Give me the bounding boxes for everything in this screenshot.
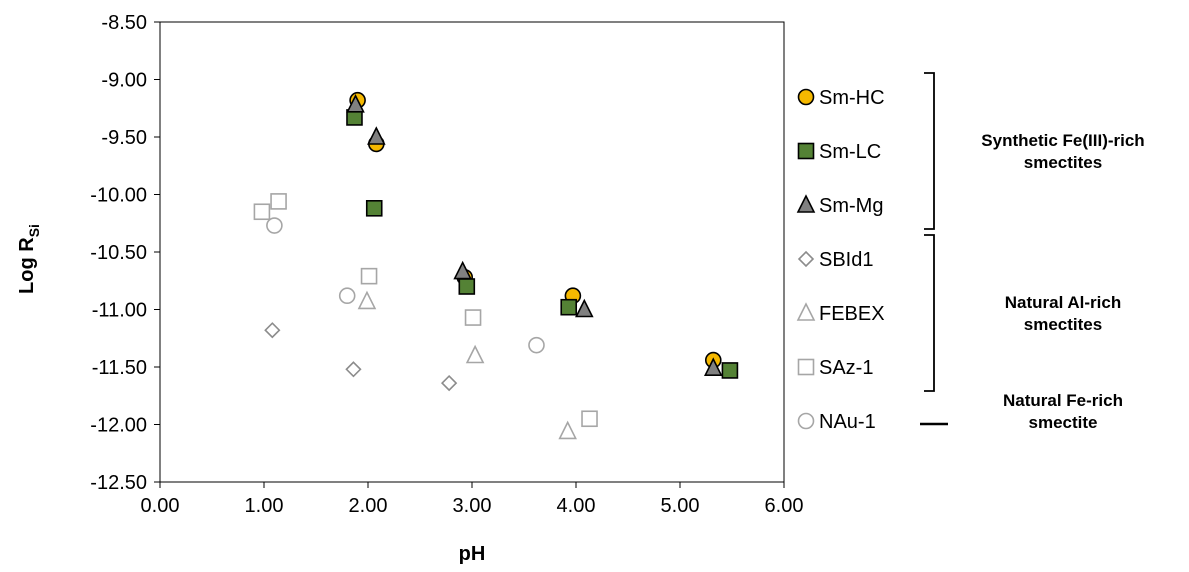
- group-bracket: [924, 234, 935, 392]
- y-tick-label: -12.50: [90, 472, 147, 494]
- point-sbid1: [345, 361, 362, 378]
- x-tick-label: 5.00: [661, 495, 700, 517]
- point-febex: [357, 290, 377, 310]
- legend-label-sbid1: SBId1: [819, 249, 873, 271]
- point-sbid1: [440, 374, 458, 392]
- point-nau-1: [528, 336, 545, 354]
- point-nau-1: [266, 217, 283, 234]
- group-label-line: smectites: [1024, 315, 1102, 334]
- point-nau-1: [338, 287, 356, 305]
- y-tick-label: -11.50: [92, 357, 147, 379]
- y-tick-label: -9.50: [101, 127, 147, 149]
- legend-marker-sm-lc: [797, 142, 815, 160]
- point-sm-lc: [458, 278, 476, 295]
- legend-label-sm-lc: Sm-LC: [819, 141, 881, 163]
- y-tick-label: -10.00: [90, 185, 147, 207]
- x-tick-label: 0.00: [141, 495, 180, 517]
- y-axis-title-main: Log R: [16, 237, 38, 294]
- point-sm-mg: [703, 357, 723, 376]
- point-sm-mg: [367, 126, 386, 145]
- data-points: [253, 91, 739, 440]
- y-tick-label: -11.00: [92, 300, 147, 322]
- point-sm-lc: [560, 298, 578, 316]
- legend-label-sm-hc: Sm-HC: [819, 87, 885, 109]
- point-sm-mg: [575, 298, 594, 318]
- legend-marker-sm-mg: [796, 194, 816, 213]
- point-saz-1: [581, 410, 598, 428]
- y-tick-label: -8.50: [101, 12, 147, 34]
- y-axis-title: Log RSi: [16, 224, 42, 294]
- group-label-line: Natural Al-rich: [1005, 293, 1122, 312]
- x-tick-label: 2.00: [349, 495, 388, 517]
- legend-marker-sbid1: [797, 250, 815, 268]
- legend-label-febex: FEBEX: [819, 303, 885, 325]
- plot-frame: [159, 21, 785, 483]
- point-sbid1: [264, 322, 281, 339]
- legend-label-sm-mg: Sm-Mg: [819, 195, 883, 217]
- point-febex: [465, 344, 485, 364]
- y-tick-label: -12.00: [90, 415, 147, 437]
- point-sm-lc: [721, 362, 739, 379]
- x-tick-label: 1.00: [245, 495, 284, 517]
- point-sm-mg: [346, 94, 365, 113]
- group-bracket: [924, 72, 935, 230]
- legend-marker-nau-1: [797, 412, 815, 430]
- y-axis-title-subscript: Si: [26, 224, 42, 237]
- x-tick-label: 3.00: [453, 495, 492, 517]
- legend-marker-sm-hc: [797, 88, 815, 106]
- group-label-line: Natural Fe-rich: [1003, 391, 1123, 410]
- legend-marker-saz-1: [797, 358, 815, 376]
- legend-label-nau-1: NAu-1: [819, 411, 876, 433]
- point-saz-1: [464, 309, 482, 326]
- legend: Sm-HC Sm-LC Sm-Mg SBId1 FEBEX SAz-1 NAu-1: [796, 87, 885, 433]
- point-saz-1: [253, 203, 271, 221]
- legend-marker-febex: [796, 302, 816, 321]
- y-tick-label: -10.50: [90, 242, 147, 264]
- point-saz-1: [270, 193, 287, 210]
- x-tick-label: 4.00: [557, 495, 596, 517]
- plot-area: [159, 21, 785, 483]
- x-axis-title: pH: [459, 543, 486, 565]
- x-tick-label: 6.00: [765, 495, 804, 517]
- point-febex: [558, 420, 577, 440]
- group-label-line: smectites: [1024, 153, 1102, 172]
- legend-groups: Synthetic Fe(III)-rich smectites Natural A…: [920, 72, 1145, 432]
- group-label-line: smectite: [1029, 413, 1098, 432]
- point-sm-mg: [453, 260, 472, 280]
- point-saz-1: [360, 267, 378, 285]
- legend-label-saz-1: SAz-1: [819, 357, 873, 379]
- y-tick-label: -9.00: [101, 70, 147, 92]
- axes: -8.50 -9.00 -9.50 -10.00 -10.50 -11.00 -11.50 -…: [90, 12, 803, 517]
- group-label-line: Synthetic Fe(III)-rich: [981, 131, 1144, 150]
- point-sm-lc: [365, 200, 383, 217]
